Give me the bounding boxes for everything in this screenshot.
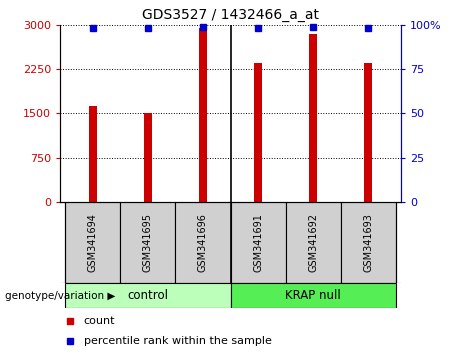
Bar [144, 113, 152, 202]
Bar [254, 63, 262, 202]
Bar [120, 202, 176, 283]
Text: GSM341693: GSM341693 [363, 213, 373, 272]
Text: count: count [84, 316, 115, 326]
Bar [230, 283, 396, 308]
Bar [230, 202, 285, 283]
Bar [341, 202, 396, 283]
Bar [285, 202, 341, 283]
Text: KRAP null: KRAP null [285, 289, 341, 302]
Text: GSM341696: GSM341696 [198, 213, 208, 272]
Text: GSM341694: GSM341694 [88, 213, 98, 272]
Text: GSM341692: GSM341692 [308, 213, 318, 272]
Bar [65, 202, 120, 283]
Bar [364, 63, 372, 202]
Text: control: control [127, 289, 168, 302]
Bar [199, 28, 207, 202]
Text: GSM341691: GSM341691 [253, 213, 263, 272]
Title: GDS3527 / 1432466_a_at: GDS3527 / 1432466_a_at [142, 8, 319, 22]
Bar [65, 283, 230, 308]
Text: percentile rank within the sample: percentile rank within the sample [84, 336, 272, 346]
Text: genotype/variation ▶: genotype/variation ▶ [5, 291, 115, 301]
Bar [89, 106, 97, 202]
Text: GSM341695: GSM341695 [143, 213, 153, 272]
Bar [309, 34, 317, 202]
Bar [176, 202, 230, 283]
